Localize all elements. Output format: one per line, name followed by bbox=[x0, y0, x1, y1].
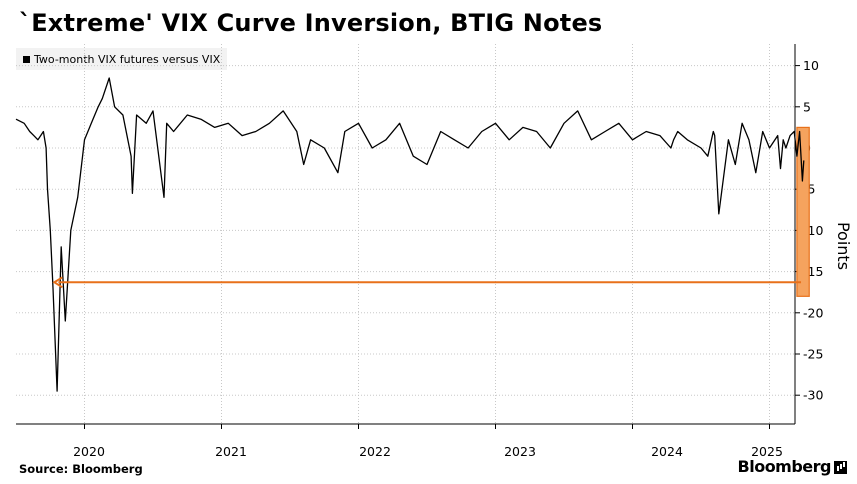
x-tick-label: 2021 bbox=[215, 444, 247, 459]
grid-layer bbox=[16, 44, 795, 424]
x-tick-label: 2024 bbox=[651, 444, 683, 459]
x-tick-label: 2023 bbox=[504, 444, 536, 459]
x-tick-label: 2022 bbox=[359, 444, 391, 459]
axis-layer: 1050-5-10-15-20-25-302020202120222023202… bbox=[16, 44, 823, 459]
chart-title: `Extreme' VIX Curve Inversion, BTIG Note… bbox=[19, 9, 603, 37]
arrow-head-icon bbox=[52, 276, 63, 289]
legend-label: Two-month VIX futures versus VIX bbox=[34, 52, 221, 66]
legend: Two-month VIX futures versus VIX bbox=[16, 48, 228, 70]
y-tick-label: 10 bbox=[803, 58, 819, 73]
brand-logo: Bloomberg bbox=[737, 457, 832, 476]
series-line bbox=[15, 77, 805, 392]
source-note: Source: Bloomberg bbox=[19, 462, 143, 476]
legend-swatch bbox=[23, 55, 30, 63]
x-tick-label: 2025 bbox=[751, 444, 783, 459]
y-tick-label: -20 bbox=[803, 305, 823, 320]
annotation-layer bbox=[52, 276, 802, 289]
y-tick-label: 5 bbox=[803, 99, 811, 114]
brand-chart-icon bbox=[834, 461, 847, 474]
y-tick-label: -30 bbox=[803, 388, 823, 403]
highlight-layer bbox=[796, 126, 810, 297]
highlight-box bbox=[796, 126, 810, 297]
x-tick-label: 2020 bbox=[73, 444, 105, 459]
y-tick-label: -25 bbox=[803, 347, 823, 362]
y-axis-label: Points bbox=[834, 222, 853, 270]
series-layer bbox=[15, 77, 805, 392]
